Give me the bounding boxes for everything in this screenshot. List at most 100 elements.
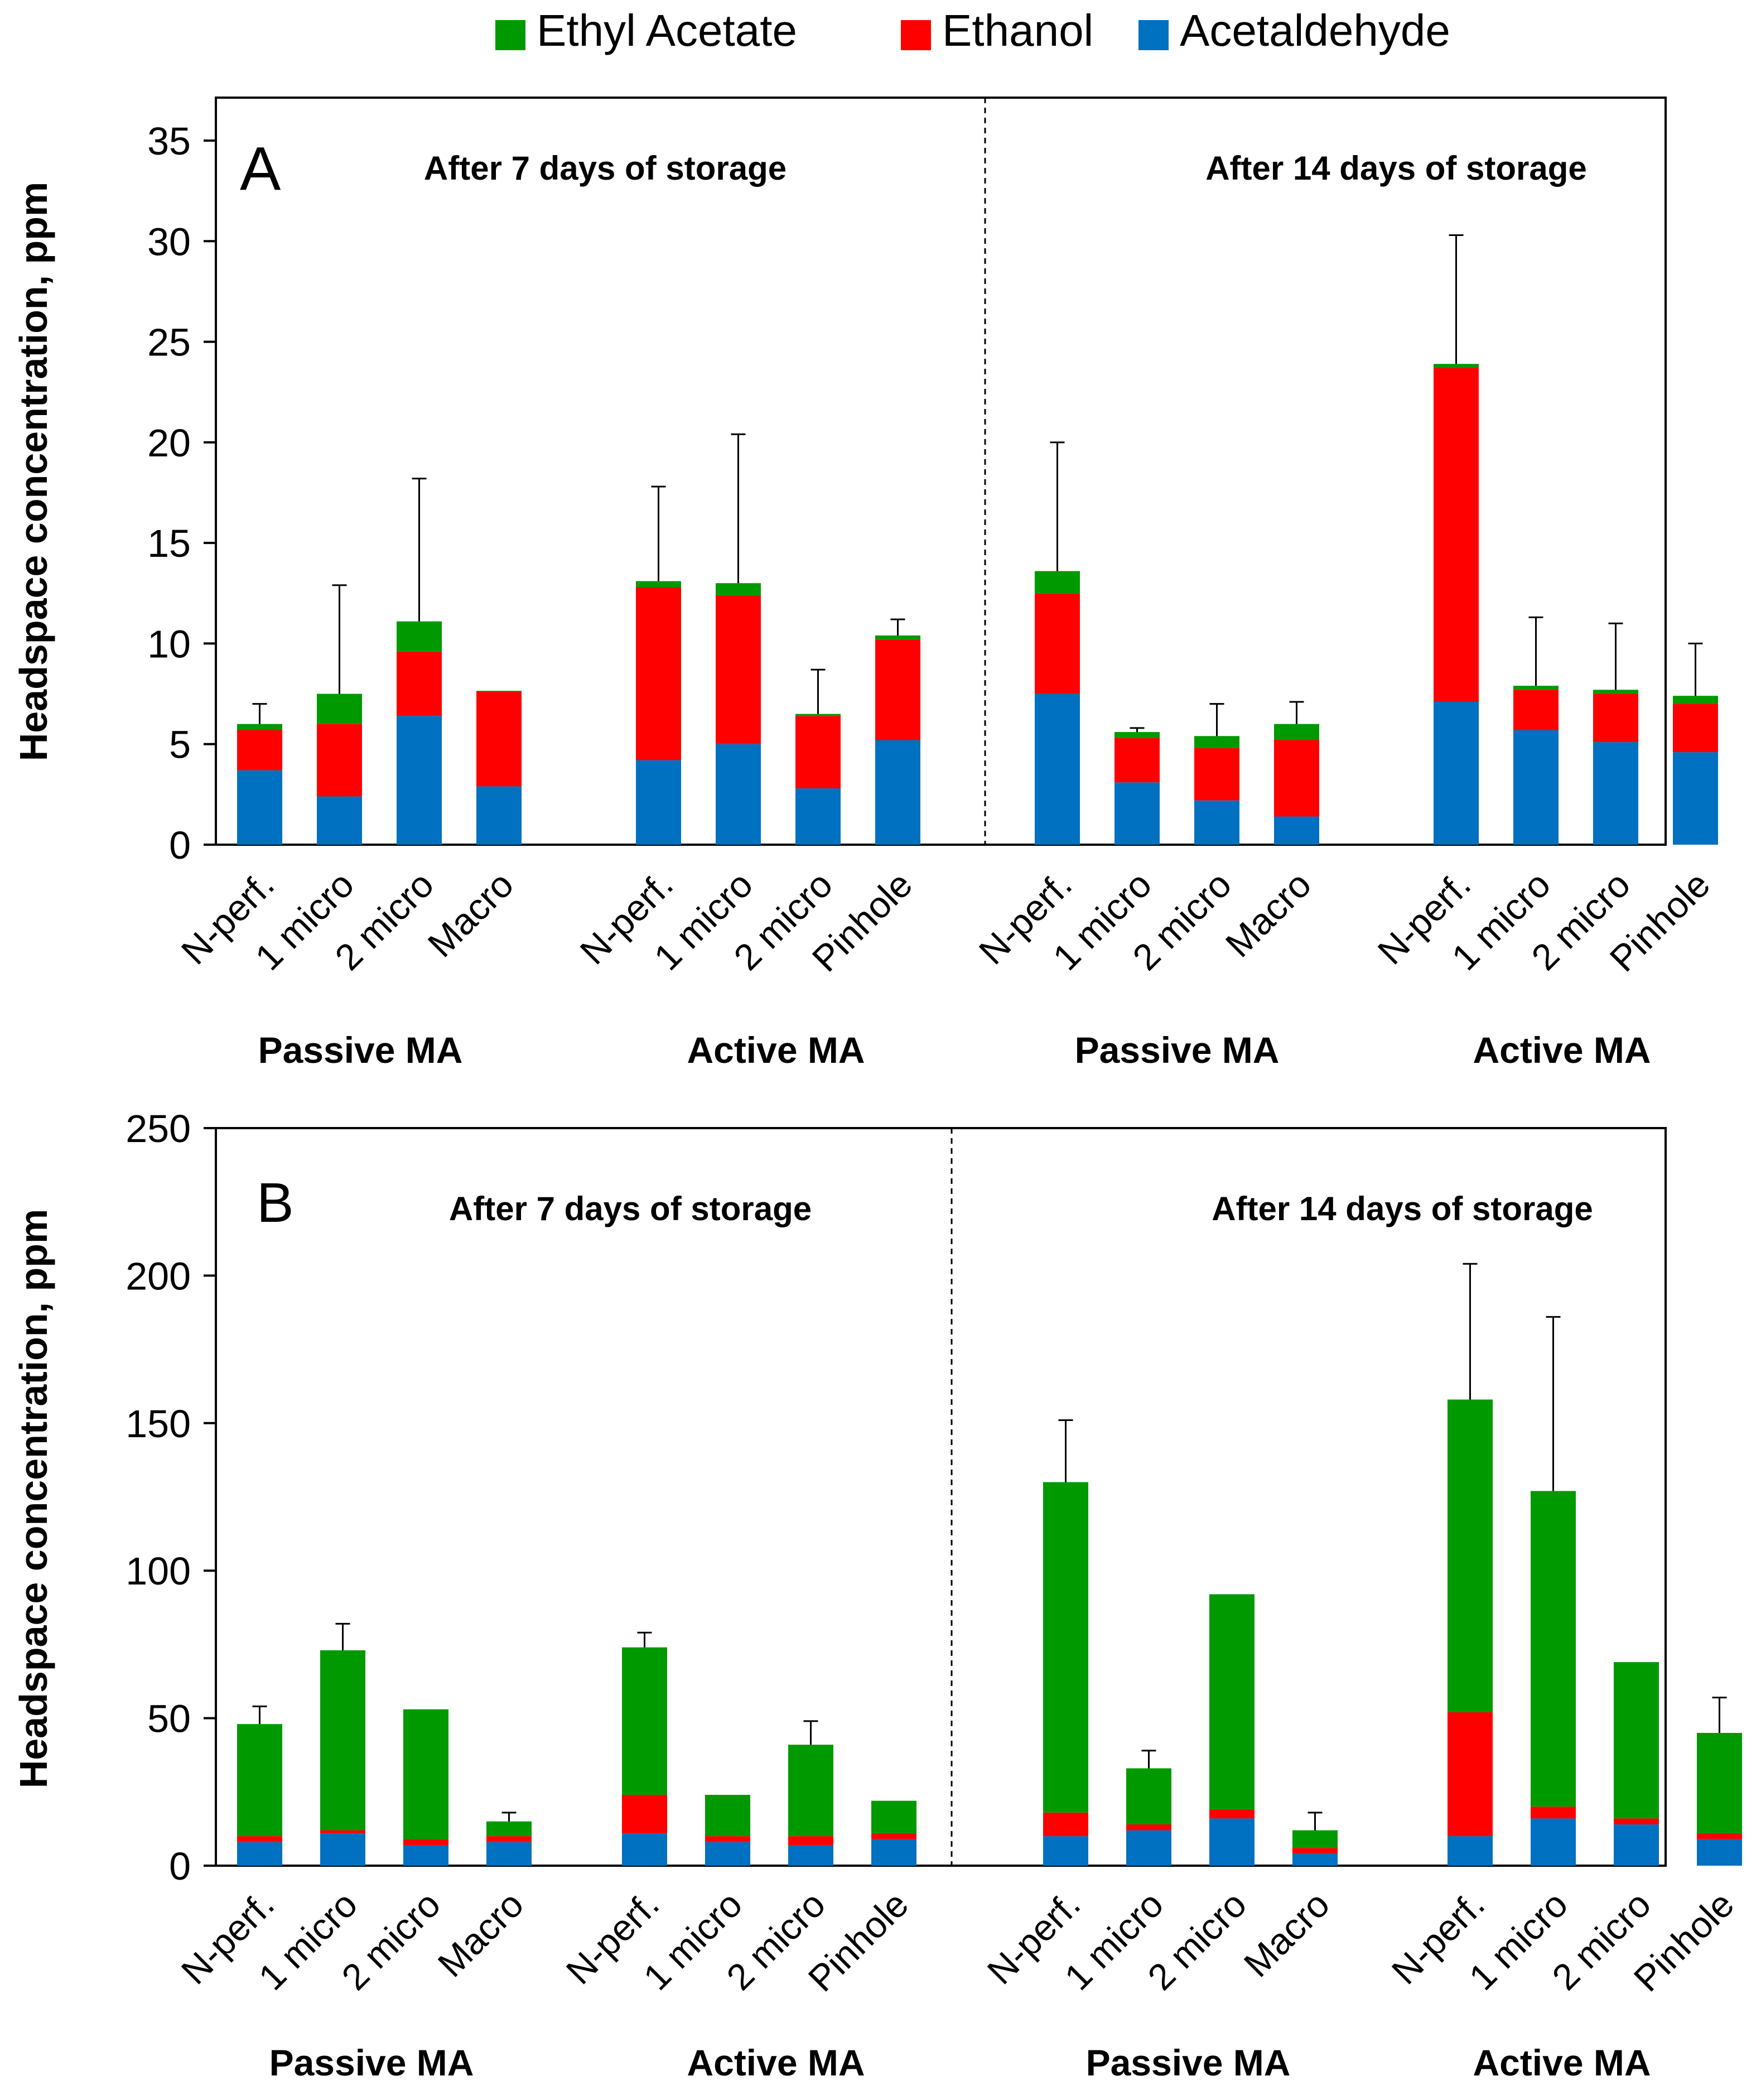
legend-label: Ethanol (942, 6, 1093, 55)
bar-segment-acetaldehyde (397, 716, 442, 845)
bar-segment-acetaldehyde (1194, 800, 1239, 845)
bar-segment-ethyl-acetate (320, 1650, 365, 1831)
bar-segment-ethyl-acetate (1194, 736, 1239, 748)
period-label: After 14 days of storage (1205, 150, 1587, 187)
bar-segment-ethanol (1614, 1818, 1659, 1824)
bar-segment-acetaldehyde (1126, 1830, 1171, 1866)
group-label: Active MA (1473, 2042, 1651, 2083)
bar-segment-ethanol (871, 1833, 916, 1839)
bar-segment-ethyl-acetate (1531, 1491, 1576, 1807)
y-tick-label: 15 (147, 522, 191, 565)
bar-segment-ethyl-acetate (795, 714, 841, 716)
bar-segment-acetaldehyde (317, 796, 362, 845)
panel-a: 0 5 10 15 20 25 30 35 Headspace concentration, p… (12, 97, 1718, 1071)
bar-segment-ethyl-acetate (486, 1821, 532, 1837)
group-label: Active MA (1473, 1029, 1651, 1071)
bar-segment-ethanol (716, 595, 761, 744)
group-label: Active MA (687, 1029, 865, 1071)
bar-segment-acetaldehyde (1531, 1818, 1576, 1866)
bar-segment-acetaldehyde (871, 1839, 916, 1866)
bar-segment-ethanol (476, 691, 522, 787)
y-tick-label: 20 (147, 421, 191, 465)
y-tick-label: 0 (169, 1844, 191, 1888)
y-tick-label: 35 (147, 119, 191, 163)
bar-segment-acetaldehyde (1513, 730, 1559, 845)
bar-segment-ethyl-acetate (1043, 1482, 1088, 1813)
bar-segment-acetaldehyde (1043, 1836, 1088, 1866)
bar-segment-acetaldehyde (486, 1842, 532, 1866)
bar-segment-ethanol (320, 1830, 365, 1833)
bar-segment-acetaldehyde (622, 1833, 667, 1866)
bar-segment-ethanol (317, 724, 362, 797)
bar-segment-ethanol (397, 651, 442, 716)
bar-segment-ethyl-acetate (317, 693, 362, 724)
y-axis-title: Headspace concentration, ppm (12, 1209, 55, 1789)
x-tick-label: Macro (1236, 1884, 1337, 1985)
bar-segment-ethyl-acetate (1292, 1830, 1338, 1848)
bar-segment-ethyl-acetate (397, 621, 442, 652)
group-label: Passive MA (1086, 2042, 1291, 2083)
bar-segment-ethyl-acetate (716, 583, 761, 595)
period-label: After 7 days of storage (449, 1190, 812, 1227)
bar-segment-ethanol (788, 1836, 833, 1845)
y-tick-label: 250 (126, 1107, 191, 1150)
bar-segment-ethyl-acetate (636, 581, 681, 587)
bar-segment-ethanol (1434, 368, 1479, 702)
bar-segment-ethyl-acetate (871, 1800, 916, 1833)
bar-segment-acetaldehyde (237, 1842, 282, 1866)
bar-segment-ethanol (622, 1795, 667, 1833)
bar-segment-acetaldehyde (795, 788, 841, 845)
bar-segment-acetaldehyde (788, 1844, 833, 1866)
bar-segment-ethanol (1448, 1712, 1493, 1837)
bar-segment-acetaldehyde (636, 760, 681, 845)
bar-segment-ethanol (237, 730, 282, 770)
bar-segment-ethanol (636, 587, 681, 760)
panel-letter: B (257, 1172, 294, 1234)
bar-segment-ethyl-acetate (1209, 1594, 1255, 1810)
bar-segment-ethyl-acetate (1614, 1662, 1659, 1819)
bar-segment-ethyl-acetate (403, 1709, 448, 1839)
bar-segment-ethanol (1126, 1824, 1171, 1831)
bar-segment-acetaldehyde (1209, 1818, 1255, 1866)
bar-segment-ethanol (1209, 1809, 1255, 1819)
legend-swatch (495, 20, 525, 50)
bar-segment-ethanol (1593, 693, 1638, 743)
y-tick-label: 50 (147, 1697, 191, 1741)
bar-segment-ethyl-acetate (705, 1795, 750, 1837)
bar-segment-ethyl-acetate (1274, 724, 1319, 740)
plot-frame (215, 97, 1667, 846)
bar-segment-ethanol (1035, 593, 1080, 694)
bar-segment-ethanol (705, 1836, 750, 1842)
bar-segment-acetaldehyde (1697, 1839, 1742, 1866)
legend: Ethyl Acetate Ethanol Acetaldehyde (495, 6, 1450, 55)
bar-segment-ethyl-acetate (1593, 690, 1638, 694)
x-tick-label: Macro (430, 1884, 531, 1985)
x-tick-label: Macro (419, 864, 521, 965)
y-tick-label: 200 (126, 1254, 191, 1298)
legend-label: Acetaldehyde (1180, 6, 1450, 55)
group-label: Active MA (687, 2042, 865, 2083)
bar-segment-ethyl-acetate (1035, 571, 1080, 594)
bar-segment-acetaldehyde (1448, 1836, 1493, 1866)
bar-segment-ethyl-acetate (1126, 1768, 1171, 1824)
bar-segment-acetaldehyde (237, 770, 282, 845)
bar-segment-acetaldehyde (1593, 742, 1638, 845)
bar-segment-ethyl-acetate (237, 1724, 282, 1837)
group-label: Passive MA (1075, 1029, 1280, 1071)
legend-label: Ethyl Acetate (537, 6, 797, 55)
bar-segment-ethyl-acetate (622, 1647, 667, 1795)
bar-segment-acetaldehyde (320, 1833, 365, 1866)
bar-segment-ethyl-acetate (1115, 732, 1160, 738)
bar-segment-acetaldehyde (1292, 1853, 1338, 1866)
y-tick-label: 10 (147, 622, 191, 666)
bar-segment-acetaldehyde (476, 786, 522, 845)
bar-segment-ethanol (1194, 748, 1239, 801)
bar-segment-ethanol (795, 716, 841, 789)
bar-segment-ethyl-acetate (875, 635, 920, 640)
bar-segment-acetaldehyde (1434, 701, 1479, 845)
bar-segment-ethanol (486, 1836, 532, 1842)
bar-segment-ethyl-acetate (476, 691, 522, 692)
bar-segment-ethanol (237, 1836, 282, 1842)
y-tick-label: 5 (169, 723, 191, 767)
